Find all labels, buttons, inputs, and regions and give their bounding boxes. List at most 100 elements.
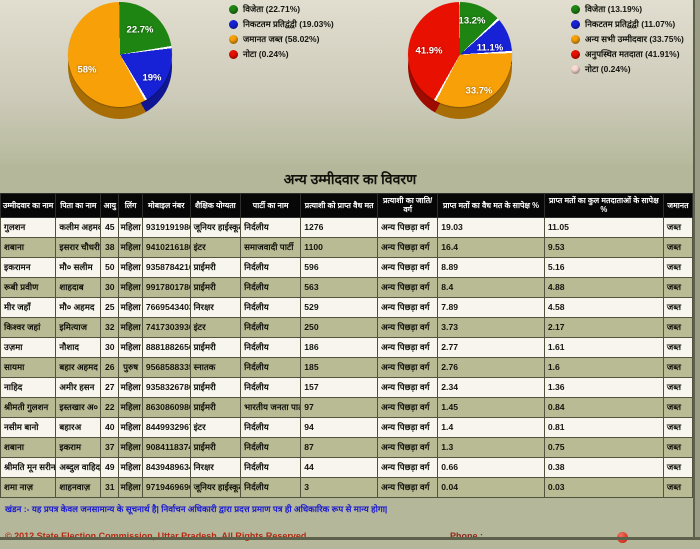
table-cell: शबाना bbox=[0, 436, 57, 458]
table-cell: 0.84 bbox=[543, 396, 664, 418]
table-cell: निर्दलीय bbox=[240, 376, 302, 398]
table-cell: जब्त bbox=[662, 476, 694, 498]
table-cell: निरक्षर bbox=[189, 296, 242, 318]
column-header: लिंग bbox=[118, 193, 143, 218]
table-cell: पुरुष bbox=[118, 356, 143, 378]
table-cell: 1276 bbox=[300, 216, 379, 238]
table-cell: 563 bbox=[300, 276, 379, 298]
table-cell: महिला bbox=[118, 296, 143, 318]
table-row: शबाना इसरार चौधरी 38 महिला 9410216180 इंटर समा… bbox=[0, 236, 694, 258]
table-cell: 185 bbox=[300, 356, 379, 378]
table-cell: शमा नाज़ bbox=[0, 476, 57, 498]
table-cell: महिला bbox=[118, 436, 143, 458]
table-cell: 9084118374 bbox=[141, 436, 191, 458]
legend-item: नोटा (0.24%) bbox=[571, 62, 684, 77]
table-cell: कलीम अहमद bbox=[55, 216, 102, 238]
table-cell: 9917801786 bbox=[141, 276, 191, 298]
table-cell: इकराम bbox=[55, 436, 102, 458]
table-cell: प्राईमरी bbox=[189, 276, 242, 298]
table-cell: 9568588335 bbox=[141, 356, 191, 378]
table-cell: सायमा bbox=[0, 356, 57, 378]
table-cell: 8881882656 bbox=[141, 336, 191, 358]
table-cell: इसरार चौधरी bbox=[55, 236, 102, 258]
table-cell: गुलशन bbox=[0, 216, 57, 238]
table-cell: इमित्याज bbox=[55, 316, 102, 338]
table-cell: 3.73 bbox=[437, 316, 545, 338]
table-cell: अन्य पिछड़ा वर्ग bbox=[377, 296, 439, 318]
table-cell: प्राईमरी bbox=[189, 256, 242, 278]
table-cell: 11.05 bbox=[543, 216, 664, 238]
table-cell: निर्दलीय bbox=[240, 276, 302, 298]
charts-section: 22.7% 19% 58% विजेता (22.71%) निकटतम प्रतिद… bbox=[0, 0, 700, 164]
table-cell: महिला bbox=[118, 276, 143, 298]
table-cell: 9.53 bbox=[543, 236, 664, 258]
table-cell: 50 bbox=[100, 256, 120, 278]
legend-color-dot-icon bbox=[229, 50, 238, 59]
table-row: सायमा बहार अहमद 26 पुरुष 9568588335 स्नातक निर… bbox=[0, 356, 694, 378]
table-cell: जब्त bbox=[662, 436, 694, 458]
table-cell: निर्दलीय bbox=[240, 416, 302, 438]
table-cell: मौ० सलीम bbox=[55, 256, 102, 278]
table-cell: अन्य पिछड़ा वर्ग bbox=[377, 356, 439, 378]
table-cell: 40 bbox=[100, 416, 120, 438]
column-header: पार्टी का नाम bbox=[240, 193, 302, 218]
table-cell: 7.89 bbox=[437, 296, 545, 318]
table-row: नसीम बानो बहारअ 40 महिला 8449932967 इंटर निर्द… bbox=[0, 416, 694, 438]
table-cell: 2.76 bbox=[437, 356, 545, 378]
table-cell: 1.61 bbox=[543, 336, 664, 358]
table-cell: जब्त bbox=[662, 396, 694, 418]
table-cell: 25 bbox=[100, 296, 120, 318]
table-cell: 1.6 bbox=[543, 356, 664, 378]
table-cell: 9410216180 bbox=[141, 236, 191, 258]
table-cell: 0.04 bbox=[437, 476, 545, 498]
table-row: रूबी प्रवीण शाहदाब 30 महिला 9917801786 प्राईम… bbox=[0, 276, 694, 298]
legend-color-dot-icon bbox=[229, 5, 238, 14]
table-cell: 87 bbox=[300, 436, 379, 458]
table-cell: 94 bbox=[300, 416, 379, 438]
table-cell: प्राईमरी bbox=[189, 436, 242, 458]
table-cell: 5.16 bbox=[543, 256, 664, 278]
legend-label: नोटा (0.24%) bbox=[585, 64, 631, 74]
table-cell: इंटर bbox=[189, 416, 242, 438]
table-cell: 4.88 bbox=[543, 276, 664, 298]
pie-face bbox=[408, 2, 512, 107]
legend-turnout-share: विजेता (13.19%) निकटतम प्रतिद्वंद्वी (11.… bbox=[571, 2, 684, 77]
column-header: जमानत bbox=[662, 193, 694, 218]
table-cell: जब्त bbox=[662, 416, 694, 438]
table-cell: महिला bbox=[118, 236, 143, 258]
table-cell: निर्दलीय bbox=[240, 336, 302, 358]
legend-color-dot-icon bbox=[229, 20, 238, 29]
legend-color-dot-icon bbox=[571, 20, 580, 29]
table-cell: 0.66 bbox=[437, 456, 545, 478]
table-cell: प्राईमरी bbox=[189, 336, 242, 358]
table-cell: 26 bbox=[100, 356, 120, 378]
table-cell: निर्दलीय bbox=[240, 476, 302, 498]
table-cell: किश्वर जहां bbox=[0, 316, 57, 338]
table-cell: निर्दलीय bbox=[240, 216, 302, 238]
table-cell: 186 bbox=[300, 336, 379, 358]
legend-item: विजेता (22.71%) bbox=[229, 2, 334, 17]
table-row: मीर जहाँ मौ० अहमद 25 महिला 7669543403 निरक्षर… bbox=[0, 296, 694, 318]
table-cell: शाहदाब bbox=[55, 276, 102, 298]
table-row: श्रीमती गुलशन इस्तखार अ० 22 महिला 8630860980… bbox=[0, 396, 694, 418]
legend-color-dot-icon bbox=[571, 65, 580, 74]
table-cell: इंटर bbox=[189, 236, 242, 258]
table-cell: श्रीमति मून सरीना bbox=[0, 456, 57, 478]
table-cell: 38 bbox=[100, 236, 120, 258]
phone-label: Phone : bbox=[450, 531, 483, 541]
table-cell: 3 bbox=[300, 476, 379, 498]
table-cell: 8449932967 bbox=[141, 416, 191, 438]
table-cell: शबाना bbox=[0, 236, 57, 258]
table-cell: 250 bbox=[300, 316, 379, 338]
table-cell: 7417303930 bbox=[141, 316, 191, 338]
table-cell: महिला bbox=[118, 376, 143, 398]
table-cell: 8.4 bbox=[437, 276, 545, 298]
table-cell: निरक्षर bbox=[189, 456, 242, 478]
disclaimer-text: खंडन :- यह प्रपत्र केवल जनसामान्य के सूच… bbox=[5, 503, 388, 514]
table-cell: 8630860980 bbox=[141, 396, 191, 418]
table-cell: 37 bbox=[100, 436, 120, 458]
table-cell: 1100 bbox=[300, 236, 379, 258]
table-cell: निर्दलीय bbox=[240, 316, 302, 338]
table-cell: मौ० अहमद bbox=[55, 296, 102, 318]
table-cell: 8439489634 bbox=[141, 456, 191, 478]
